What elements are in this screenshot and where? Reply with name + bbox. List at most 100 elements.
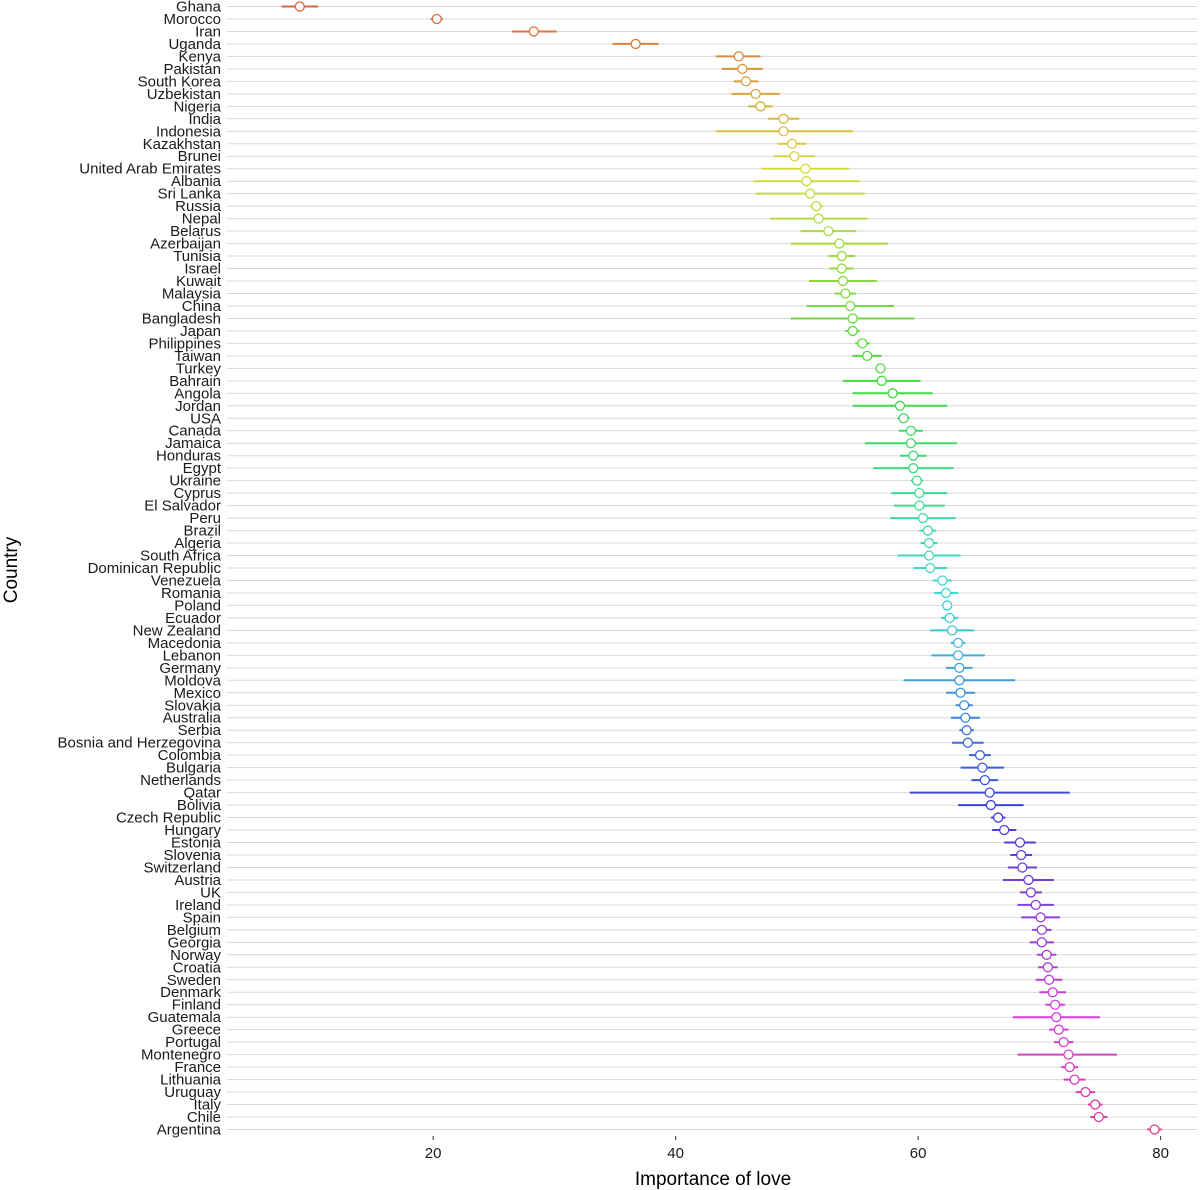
y-tick-label-azerbaijan: Azerbaijan: [150, 236, 221, 253]
point-georgia: [1036, 937, 1047, 948]
y-tick-label-angola: Angola: [174, 385, 221, 402]
point-portugal: [1058, 1037, 1069, 1048]
y-tick-label-montenegro: Montenegro: [141, 1047, 221, 1064]
y-tick-label-finland: Finland: [172, 997, 221, 1014]
x-tick-label-80: 80: [1152, 1145, 1169, 1162]
y-tick-label-denmark: Denmark: [160, 984, 221, 1001]
point-albania: [801, 176, 812, 187]
point-australia: [960, 712, 971, 723]
y-tick-label-uruguay: Uruguay: [164, 1084, 221, 1101]
point-venezuela: [937, 575, 948, 586]
y-tick-label-algeria: Algeria: [174, 535, 221, 552]
y-tick-label-france: France: [174, 1059, 221, 1076]
y-tick-label-macedonia: Macedonia: [148, 635, 222, 652]
y-tick-label-honduras: Honduras: [156, 448, 221, 465]
point-ukraine: [911, 475, 923, 486]
point-lebanon: [952, 650, 964, 661]
point-switzerland: [1017, 862, 1028, 873]
x-tick-label-60: 60: [910, 1145, 927, 1162]
y-tick-label-poland: Poland: [174, 597, 221, 614]
y-tick-label-morocco: Morocco: [163, 11, 221, 28]
y-tick-label-uk: UK: [200, 884, 221, 901]
y-tick-label-cyprus: Cyprus: [173, 485, 221, 502]
point-algeria: [923, 537, 935, 549]
point-moldova: [954, 675, 965, 686]
point-kenya: [733, 51, 744, 62]
y-tick-label-taiwan: Taiwan: [174, 348, 221, 365]
point-kazakhstan: [786, 138, 798, 149]
point-taiwan: [862, 350, 873, 362]
point-usa: [898, 413, 909, 424]
point-belarus: [823, 225, 834, 237]
y-tick-label-lebanon: Lebanon: [163, 647, 221, 664]
y-tick-label-colombia: Colombia: [158, 747, 222, 764]
y-tick-label-egypt: Egypt: [183, 460, 222, 477]
y-tick-label-nigeria: Nigeria: [173, 98, 221, 115]
y-tick-label-hungary: Hungary: [164, 822, 221, 839]
data-points: [294, 1, 1160, 1135]
y-tick-label-new-zealand: New Zealand: [133, 622, 221, 639]
point-japan: [847, 325, 858, 337]
point-brazil: [922, 525, 933, 536]
y-tick-label-australia: Australia: [163, 710, 222, 727]
point-belgium: [1036, 924, 1047, 936]
y-tick-label-united-arab-emirates: United Arab Emirates: [79, 161, 221, 178]
y-tick-label-italy: Italy: [193, 1097, 221, 1114]
point-turkey: [875, 363, 886, 374]
y-tick-label-lithuania: Lithuania: [160, 1072, 222, 1089]
point-czech-republic: [993, 812, 1004, 823]
point-china: [845, 300, 856, 312]
point-estonia: [1014, 837, 1026, 848]
y-tick-label-el-salvador: El Salvador: [144, 498, 221, 515]
y-tick-label-bosnia-and-herzegovina: Bosnia and Herzegovina: [58, 735, 222, 752]
y-tick-label-slovakia: Slovakia: [164, 697, 221, 714]
y-tick-label-moldova: Moldova: [164, 672, 221, 689]
point-germany: [954, 662, 965, 673]
point-bosnia-and-herzegovina: [962, 737, 973, 748]
x-axis: 20 40 60 80: [425, 1136, 1169, 1162]
point-south-korea: [740, 76, 752, 87]
y-tick-label-bolivia: Bolivia: [177, 797, 222, 814]
y-tick-label-ireland: Ireland: [175, 897, 221, 914]
y-tick-label-qatar: Qatar: [183, 785, 221, 802]
y-tick-label-mexico: Mexico: [173, 685, 221, 702]
y-tick-label-kuwait: Kuwait: [176, 273, 222, 290]
point-netherlands: [979, 774, 990, 786]
y-tick-label-turkey: Turkey: [176, 360, 222, 377]
y-tick-label-south-africa: South Africa: [140, 548, 222, 565]
point-norway: [1041, 949, 1052, 960]
point-bangladesh: [847, 313, 858, 324]
point-honduras: [908, 450, 919, 461]
y-tick-label-argentina: Argentina: [157, 1122, 222, 1139]
point-romania: [940, 587, 952, 599]
y-tick-label-slovenia: Slovenia: [163, 847, 221, 864]
y-tick-label-dominican-republic: Dominican Republic: [88, 560, 222, 577]
point-egypt: [908, 463, 919, 474]
point-guatemala: [1051, 1012, 1062, 1023]
y-tick-label-philippines: Philippines: [148, 335, 221, 352]
point-indonesia: [778, 126, 789, 137]
point-uzbekistan: [750, 88, 761, 99]
y-tick-label-greece: Greece: [172, 1022, 221, 1039]
point-ghana: [294, 1, 305, 12]
y-tick-label-czech-republic: Czech Republic: [116, 810, 222, 827]
y-tick-label-austria: Austria: [174, 872, 221, 889]
point-hungary: [999, 824, 1010, 836]
y-tick-label-sweden: Sweden: [167, 972, 221, 989]
y-tick-labels: GhanaMoroccoIranUgandaKenyaPakistanSouth…: [58, 0, 222, 1139]
y-tick-label-china: China: [182, 298, 222, 315]
point-jamaica: [905, 438, 916, 449]
point-colombia: [974, 750, 986, 761]
y-tick-label-belgium: Belgium: [167, 922, 221, 939]
point-new-zealand: [946, 625, 958, 636]
point-jordan: [894, 400, 906, 411]
point-montenegro: [1063, 1049, 1074, 1060]
point-argentina: [1149, 1124, 1160, 1135]
y-tick-label-usa: USA: [190, 410, 221, 427]
point-united-arab-emirates: [800, 163, 811, 174]
point-dominican-republic: [925, 562, 936, 574]
point-cyprus: [914, 487, 925, 499]
y-tick-label-germany: Germany: [159, 660, 221, 677]
point-chile: [1093, 1111, 1104, 1123]
